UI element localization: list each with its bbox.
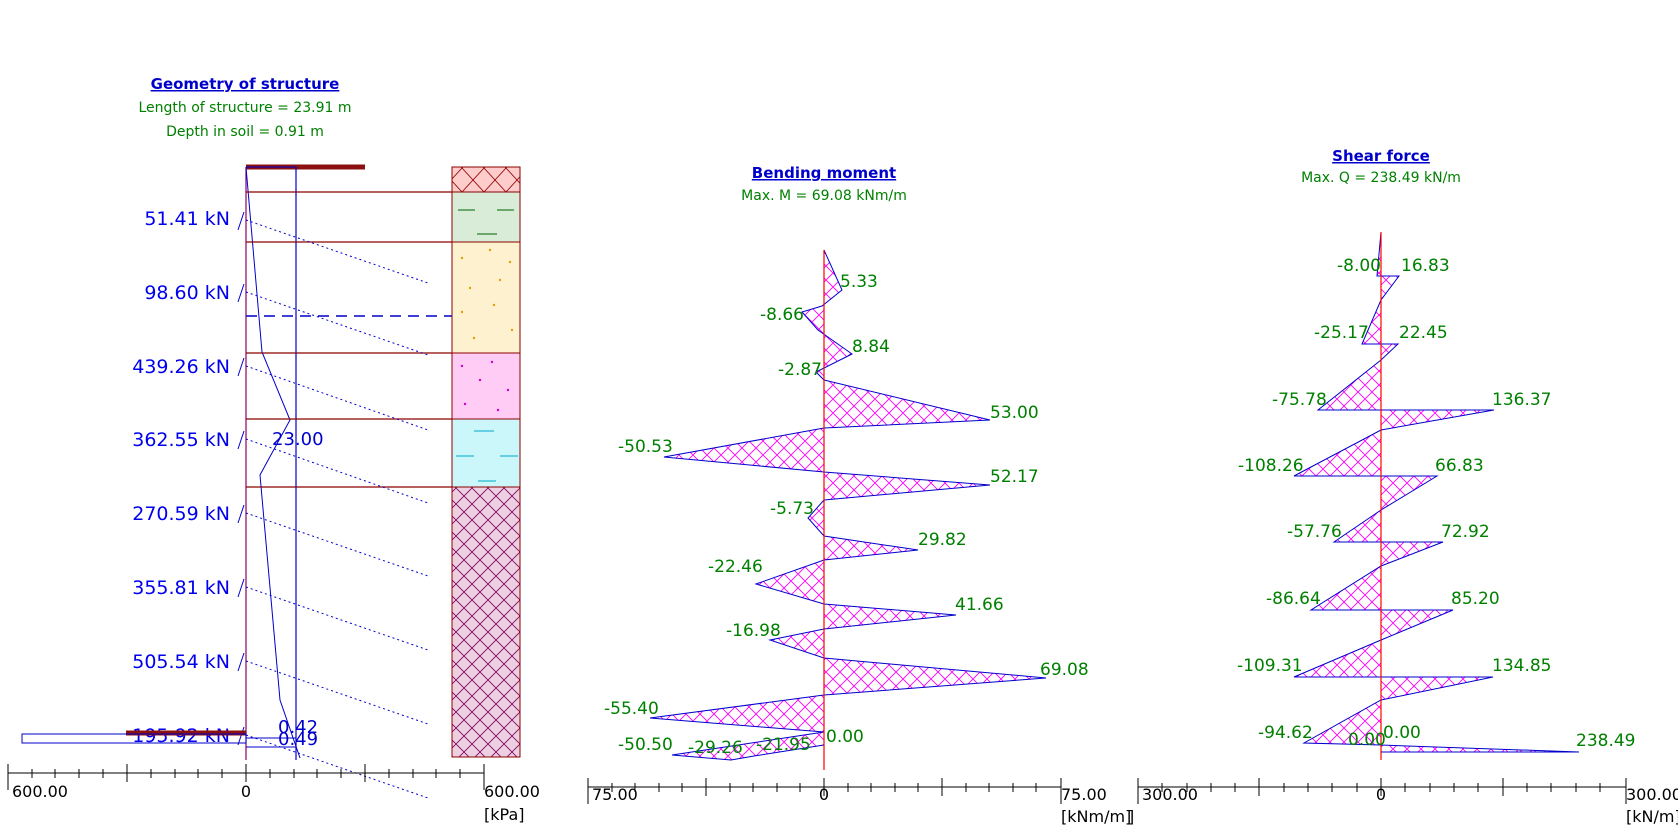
bending-value: 52.17 xyxy=(990,467,1039,487)
bending-value: 0.00 xyxy=(826,727,864,747)
length-label: Length of structure = 23.91 m xyxy=(138,100,351,116)
geometry-title: Geometry of structure xyxy=(151,75,340,93)
bending-axis-bracket: ] xyxy=(1128,807,1134,826)
shear-value: -25.17 xyxy=(1314,323,1369,343)
bending-axis-max: 75.00 xyxy=(1061,785,1107,804)
bending-value: 69.08 xyxy=(1040,660,1089,680)
shear-max-label: Max. Q = 238.49 kN/m xyxy=(1301,170,1461,186)
shear-labels: -8.00 16.83 -25.17 22.45 -75.78 136.37 -… xyxy=(1237,256,1635,751)
bending-value: -29.26 xyxy=(688,738,743,758)
bending-axis-unit: [kNm/m] xyxy=(1061,807,1131,826)
shear-value: -108.26 xyxy=(1238,456,1304,476)
shear-value: 85.20 xyxy=(1451,589,1500,609)
anchor-label: 505.54 kN xyxy=(132,651,230,673)
shear-value: 136.37 xyxy=(1492,390,1551,410)
anchor-label: 270.59 kN xyxy=(132,503,230,525)
bending-panel: Bending moment Max. M = 69.08 kNm/m 5.33… xyxy=(587,164,1134,826)
geometry-panel: Geometry of structure Length of structur… xyxy=(7,75,540,824)
shear-value: 22.45 xyxy=(1399,323,1448,343)
anchor-label: 362.55 kN xyxy=(132,429,230,451)
bending-diagram-fill xyxy=(649,249,1047,763)
axis-zero-label: 0 xyxy=(241,782,251,801)
shear-value: -8.00 xyxy=(1337,256,1381,276)
pressure-line xyxy=(245,166,301,759)
bending-title: Bending moment xyxy=(752,164,896,182)
anchor-label: 439.26 kN xyxy=(132,356,230,378)
shear-value: -57.76 xyxy=(1287,522,1342,542)
bending-value: -55.40 xyxy=(604,699,659,719)
bending-value: -16.98 xyxy=(726,621,781,641)
axis-min-label: 600.00 xyxy=(12,782,68,801)
axis-unit: [kPa] xyxy=(484,805,524,824)
bending-value: 5.33 xyxy=(840,272,878,292)
small-value: 0.42 xyxy=(278,717,318,738)
shear-axis-min: 300.00 xyxy=(1142,785,1198,804)
shear-panel: Shear force Max. Q = 238.49 kN/m -8.00 1… xyxy=(1137,147,1678,826)
shear-value: 238.49 xyxy=(1576,731,1635,751)
geometry-axis xyxy=(7,764,485,790)
shear-value: -109.31 xyxy=(1237,656,1303,676)
bending-value: 29.82 xyxy=(918,530,967,550)
shear-value: 16.83 xyxy=(1401,256,1450,276)
anchor-label: 355.81 kN xyxy=(132,577,230,599)
shear-value: 0.00 xyxy=(1383,723,1421,743)
shear-value: 134.85 xyxy=(1492,656,1551,676)
dimension-label: 23.00 xyxy=(272,429,324,450)
shear-axis-unit: [kN/m] xyxy=(1626,807,1678,826)
shear-value: 0.00 xyxy=(1348,730,1386,750)
soil-layer-1 xyxy=(451,166,521,193)
bending-value: -5.73 xyxy=(770,499,814,519)
shear-value: 66.83 xyxy=(1435,456,1484,476)
bending-labels: 5.33 -8.66 8.84 -2.87 53.00 -50.53 52.17… xyxy=(604,272,1089,758)
shear-axis-zero: 0 xyxy=(1376,785,1386,804)
shear-axis-max: 300.00 xyxy=(1626,785,1678,804)
axis-max-label: 600.00 xyxy=(484,782,540,801)
bending-value: -8.66 xyxy=(760,305,804,325)
anchor-label: 98.60 kN xyxy=(144,282,230,304)
soil-layer-6 xyxy=(451,486,521,758)
shear-value: -86.64 xyxy=(1266,589,1321,609)
soil-layer-4 xyxy=(451,352,521,420)
small-value: 0.49 xyxy=(278,729,318,750)
soil-column xyxy=(451,166,521,758)
shear-value: -94.62 xyxy=(1258,723,1313,743)
bending-value: -22.46 xyxy=(708,557,763,577)
shear-value: -75.78 xyxy=(1272,390,1327,410)
anchors: 51.41 kN 98.60 kN 439.26 kN 362.55 kN 27… xyxy=(132,208,429,799)
bending-value: 53.00 xyxy=(990,403,1039,423)
anchor-label: 195.92 kN xyxy=(132,725,230,747)
bending-value: -21.95 xyxy=(756,735,811,755)
depth-label: Depth in soil = 0.91 m xyxy=(166,124,324,140)
shear-value: 72.92 xyxy=(1441,522,1490,542)
shear-diagram-fill xyxy=(1293,231,1580,753)
bending-value: 8.84 xyxy=(852,337,890,357)
bending-axis-zero: 0 xyxy=(819,785,829,804)
anchor-label: 51.41 kN xyxy=(144,208,230,230)
bending-value: -2.87 xyxy=(778,360,822,380)
bending-axis-min: 75.00 xyxy=(592,785,638,804)
bending-max-label: Max. M = 69.08 kNm/m xyxy=(741,188,907,204)
soil-layer-5 xyxy=(451,418,521,488)
bending-value: 41.66 xyxy=(955,595,1004,615)
shear-title: Shear force xyxy=(1332,147,1430,165)
shear-axis xyxy=(1137,778,1627,804)
bending-value: -50.53 xyxy=(618,437,673,457)
bending-value: -50.50 xyxy=(618,735,673,755)
bending-axis xyxy=(587,778,1062,804)
